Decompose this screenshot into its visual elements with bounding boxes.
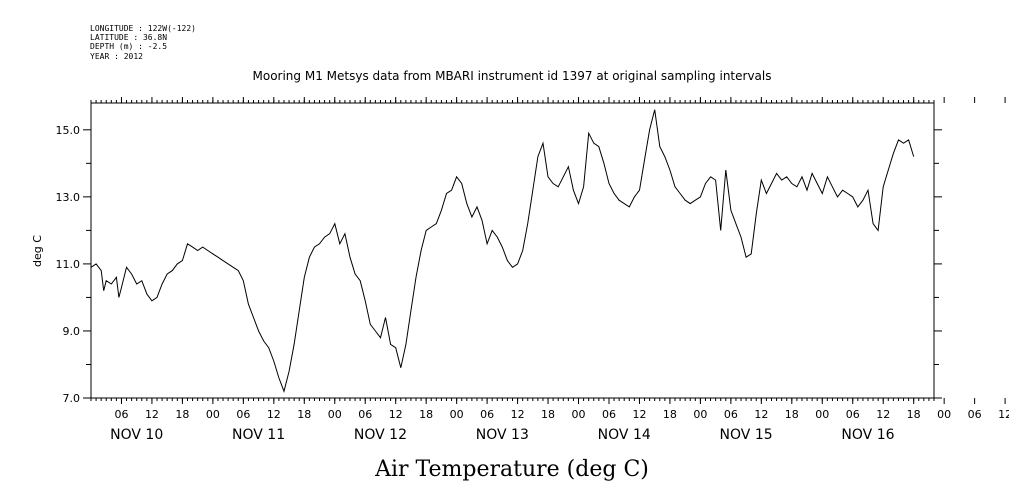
year-text: YEAR : 2012 [90, 52, 143, 61]
latitude-text: LATITUDE : 36.8N [90, 33, 167, 42]
y-axis-label: deg C [31, 235, 44, 267]
x-tick-label: 12 [511, 408, 525, 421]
day-label: NOV 10 [110, 427, 163, 443]
x-tick-label: 06 [724, 408, 738, 421]
x-tick-label: 12 [145, 408, 159, 421]
x-tick-label: 06 [846, 408, 860, 421]
day-label: NOV 11 [232, 427, 285, 443]
y-tick-label: 9.0 [63, 325, 81, 338]
longitude-text: LONGITUDE : 122W(-122) [90, 24, 196, 33]
x-tick-label: 18 [663, 408, 677, 421]
y-tick-label: 15.0 [56, 124, 81, 137]
y-tick-label: 11.0 [56, 258, 81, 271]
x-tick-label: 00 [572, 408, 586, 421]
x-tick-label: 12 [389, 408, 403, 421]
x-tick-label: 18 [419, 408, 433, 421]
x-axis-label: Air Temperature (deg C) [374, 457, 649, 482]
x-tick-label: 00 [815, 408, 829, 421]
x-tick-label: 00 [937, 408, 951, 421]
plot-frame [90, 102, 935, 399]
x-tick-label: 12 [267, 408, 281, 421]
x-tick-label: 18 [541, 408, 555, 421]
x-tick-label: 00 [693, 408, 707, 421]
x-tick-label: 18 [175, 408, 189, 421]
x-tick-label: 18 [785, 408, 799, 421]
day-label: NOV 16 [841, 427, 894, 443]
x-tick-label: 12 [754, 408, 768, 421]
chart-title: Mooring M1 Metsys data from MBARI instru… [253, 69, 772, 83]
minor-ticks [90, 100, 935, 401]
x-tick-label: 06 [968, 408, 982, 421]
day-label: NOV 13 [476, 427, 529, 443]
x-tick-label: 06 [358, 408, 372, 421]
day-label: NOV 14 [598, 427, 651, 443]
x-tick-label: 00 [206, 408, 220, 421]
air-temperature-line [90, 109, 915, 393]
x-tick-label: 06 [236, 408, 250, 421]
y-axis: 7.0 9.0 11.0 13.0 15.0 [56, 124, 942, 405]
x-axis: 06 12 18 00 06 12 18 00 06 12 18 00 06 12 18 00 06 12 18 00… [114, 97, 1009, 421]
x-tick-label: 00 [328, 408, 342, 421]
x-tick-label: 06 [114, 408, 128, 421]
x-tick-label: 06 [480, 408, 494, 421]
x-tick-label: 12 [998, 408, 1009, 421]
day-label: NOV 12 [354, 427, 407, 443]
y-tick-label: 7.0 [63, 392, 81, 405]
x-tick-label: 06 [602, 408, 616, 421]
x-tick-label: 18 [907, 408, 921, 421]
x-tick-label: 12 [876, 408, 890, 421]
depth-text: DEPTH (m) : -2.5 [90, 42, 167, 51]
day-labels: NOV 10 NOV 11 NOV 12 NOV 13 NOV 14 NOV 15 NOV … [110, 427, 894, 443]
x-tick-label: 12 [632, 408, 646, 421]
y-tick-label: 13.0 [56, 191, 81, 204]
x-tick-label: 18 [297, 408, 311, 421]
day-label: NOV 15 [720, 427, 773, 443]
x-tick-label: 00 [450, 408, 464, 421]
